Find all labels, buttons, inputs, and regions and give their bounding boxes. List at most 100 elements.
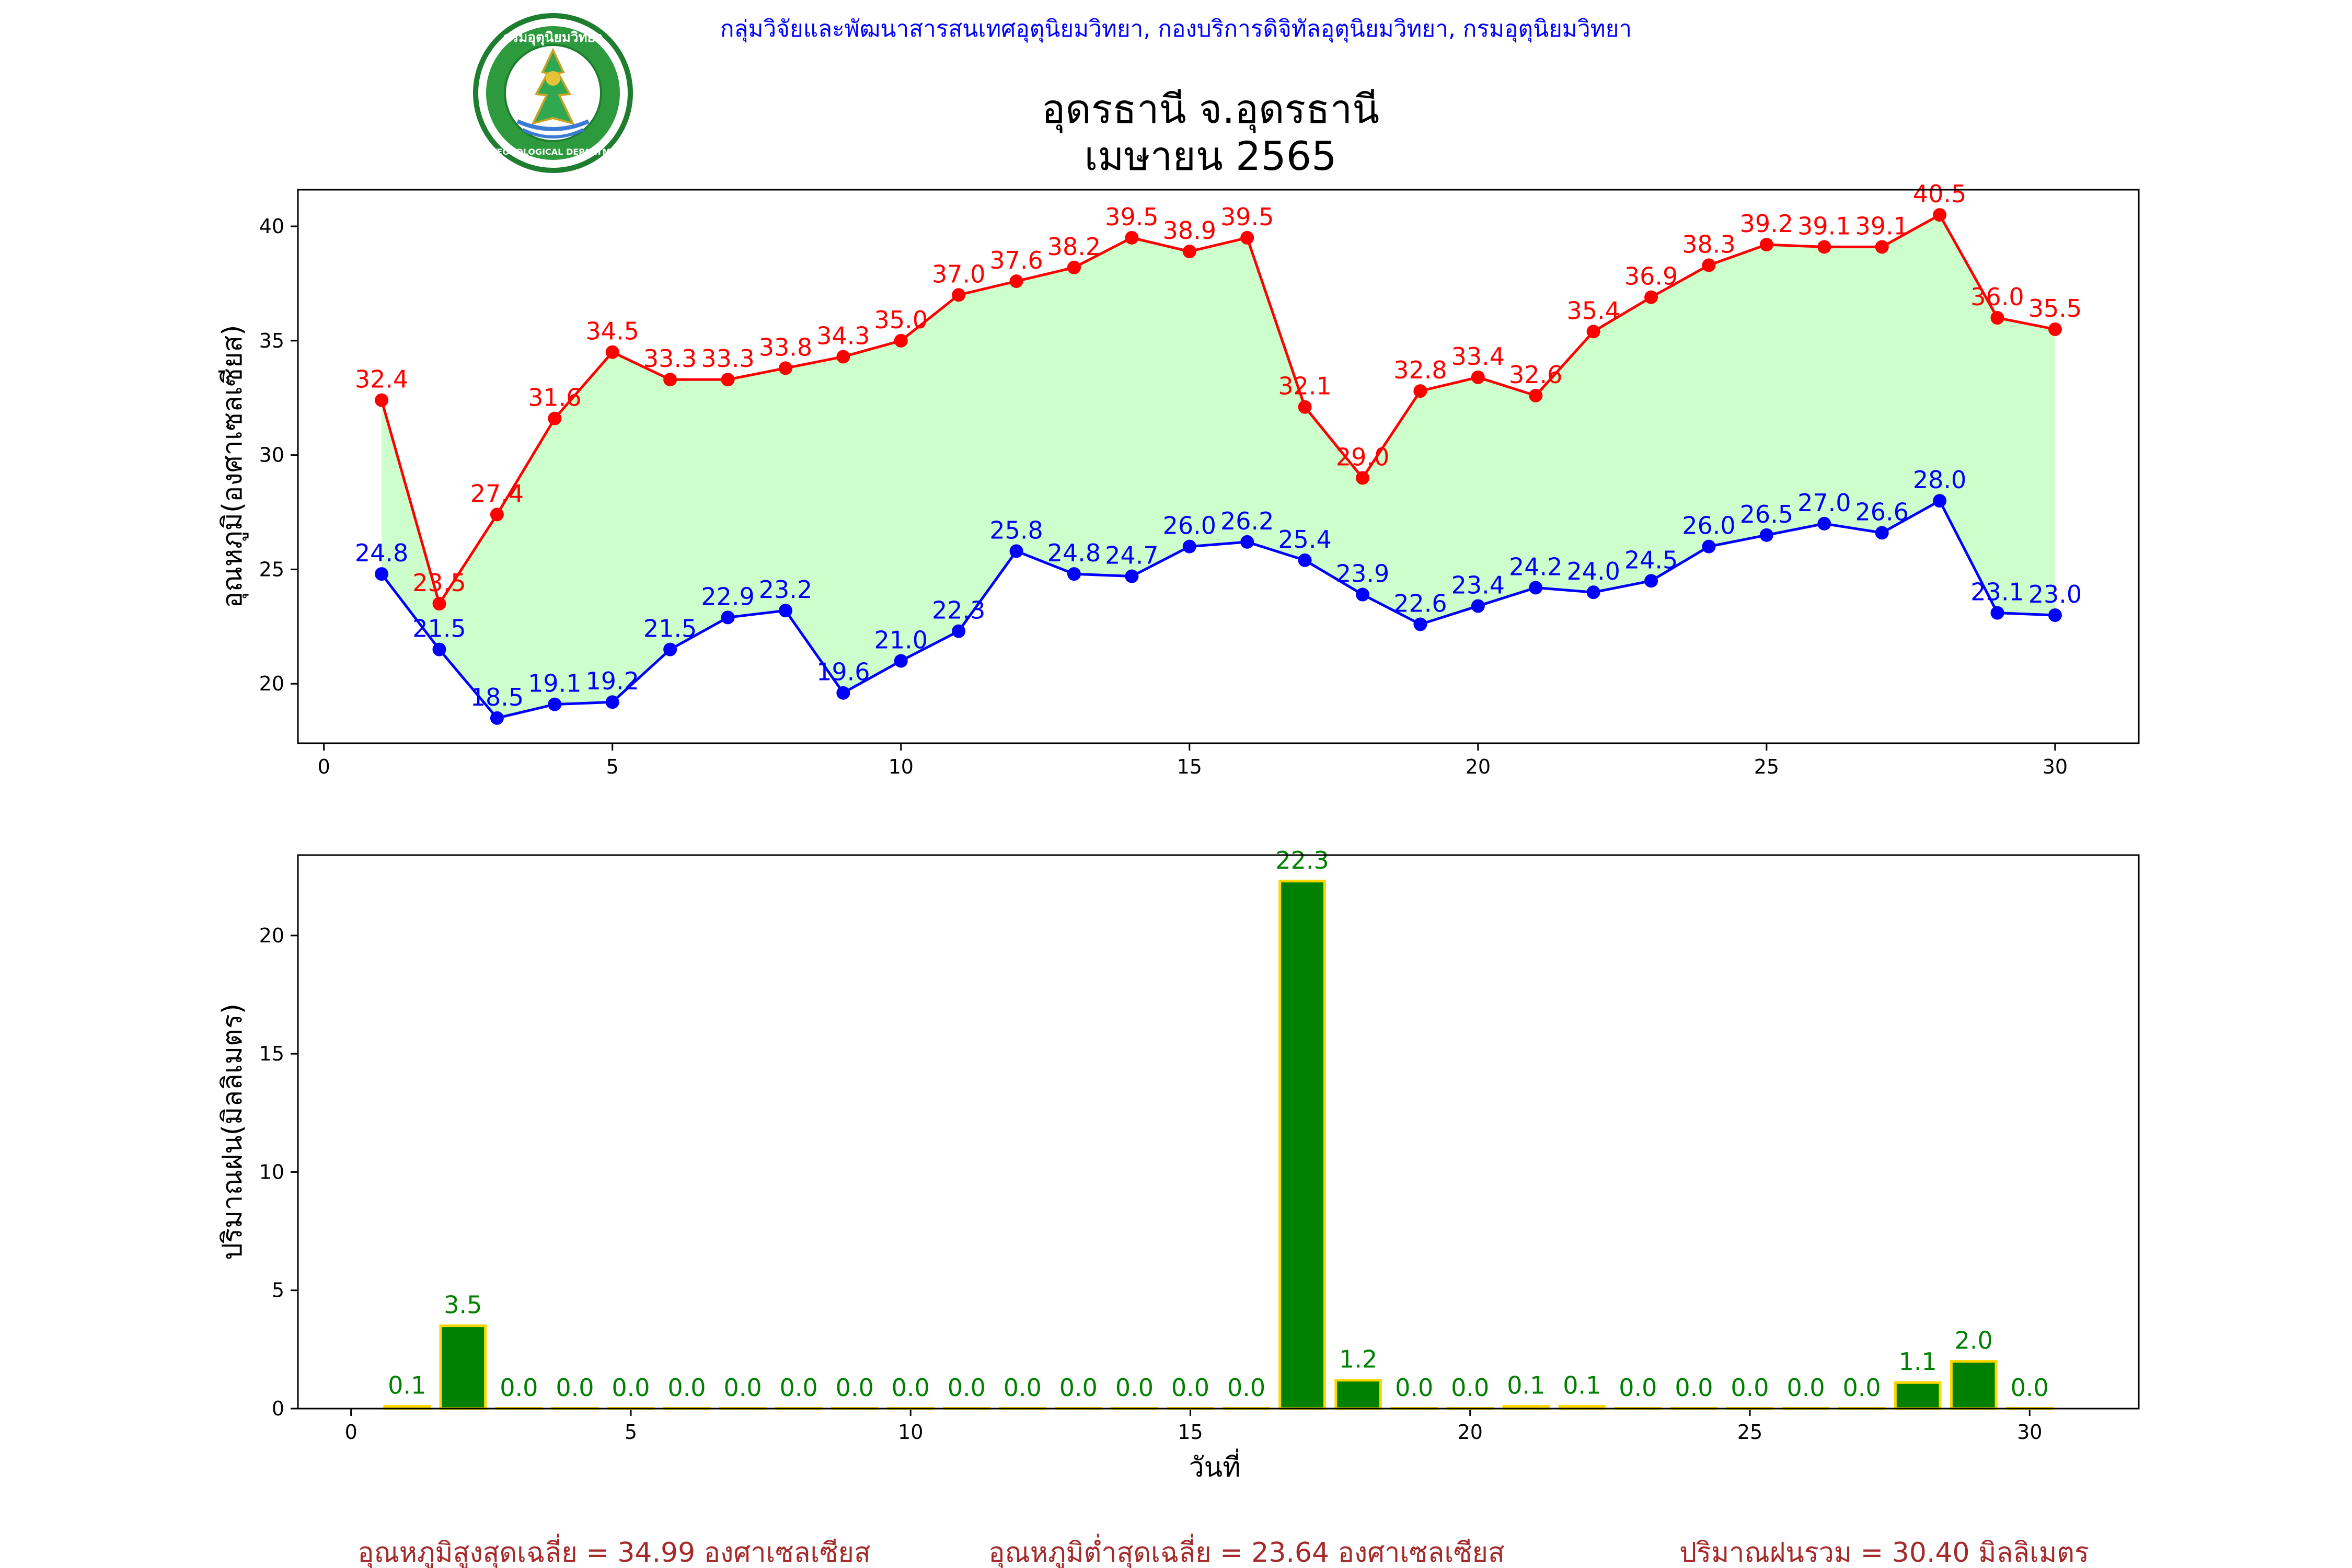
max-temp-point — [952, 288, 966, 302]
rain-axes-frame — [297, 854, 2140, 1410]
max-temp-point — [1702, 258, 1716, 272]
min-temp-point — [1529, 581, 1543, 595]
rain-bar-label: 0.0 — [723, 1374, 762, 1402]
min-temp-line — [381, 499, 2056, 720]
max-temp-point — [1125, 230, 1139, 245]
min-temp-point — [1125, 569, 1139, 583]
rain-bar — [1950, 1359, 1998, 1410]
rain-bar-label: 0.0 — [500, 1374, 538, 1402]
rain-xtick-label: 30 — [2017, 1421, 2042, 1444]
min-temp-point — [1413, 617, 1427, 631]
rain-xtick-label: 20 — [1458, 1421, 1483, 1444]
max-temp-point — [1990, 311, 2004, 325]
logo-text-top: กรมอุตุนิยมวิทยา — [503, 30, 603, 46]
rain-bar-label: 0.0 — [892, 1374, 930, 1402]
max-temp-label: 35.4 — [1566, 296, 1620, 325]
min-temp-label: 26.0 — [1682, 512, 1735, 540]
rain-bar-label: 0.0 — [836, 1374, 874, 1402]
min-temp-label: 25.8 — [989, 516, 1043, 544]
min-temp-point — [1240, 535, 1254, 549]
min-temp-label: 23.9 — [1336, 560, 1389, 588]
max-temp-label: 39.1 — [1797, 212, 1851, 240]
max-temp-label: 37.0 — [932, 260, 985, 288]
min-temp-point — [1067, 567, 1081, 581]
min-temp-label: 26.5 — [1740, 500, 1793, 528]
rain-bar-label: 0.0 — [948, 1374, 986, 1402]
max-temp-point — [1586, 325, 1600, 339]
max-temp-label: 32.4 — [355, 365, 408, 394]
min-temp-point — [1471, 599, 1485, 613]
min-temp-point — [375, 567, 389, 581]
max-temp-point — [548, 411, 562, 425]
max-temp-label: 38.9 — [1163, 216, 1216, 245]
rain-xtick-label: 10 — [898, 1421, 923, 1444]
rain-bar-label: 0.0 — [612, 1374, 650, 1402]
rain-x-axis-label: วันที่ — [1189, 1448, 1240, 1483]
rain-bar-label: 0.0 — [1171, 1374, 1209, 1402]
min-temp-label: 19.6 — [816, 658, 870, 686]
max-temp-point — [1009, 274, 1023, 289]
min-temp-label: 26.6 — [1855, 498, 1908, 526]
temp-xtick-label: 25 — [1754, 755, 1779, 778]
max-temp-label: 36.0 — [1970, 283, 2024, 311]
max-temp-point — [1240, 230, 1254, 245]
max-temp-label: 33.8 — [759, 333, 812, 361]
rain-bar-label: 22.3 — [1275, 846, 1329, 874]
rain-ytick-label: 5 — [272, 1279, 284, 1302]
summary-avg-max: อุณหภูมิสูงสุดเฉลี่ย = 34.99 องศาเซลเซีย… — [358, 1534, 871, 1568]
min-temp-label: 24.2 — [1509, 552, 1562, 581]
max-temp-label: 34.3 — [816, 321, 870, 350]
max-temp-label: 38.3 — [1682, 230, 1735, 258]
chart-title-line1: อุดรธานี จ.อุดรธานี — [1042, 86, 1380, 133]
max-temp-label: 36.9 — [1624, 262, 1678, 291]
min-temp-point — [1933, 494, 1947, 508]
max-temp-point — [490, 508, 504, 522]
temp-ytick-label: 25 — [259, 558, 284, 581]
temp-y-axis-label: อุณหภูมิ(องศาเซลเซียส) — [217, 325, 249, 608]
min-temp-label: 22.3 — [932, 596, 985, 625]
temp-xtick-label: 15 — [1177, 755, 1202, 778]
max-temp-label: 35.0 — [874, 306, 928, 334]
max-temp-line — [380, 213, 2056, 607]
max-temp-point — [2048, 322, 2062, 336]
max-temp-label: 37.6 — [989, 246, 1043, 274]
min-temp-point — [490, 711, 504, 725]
rain-bar-label: 0.0 — [1227, 1374, 1265, 1402]
temp-xtick-label: 10 — [889, 755, 914, 778]
min-temp-label: 19.1 — [528, 670, 581, 698]
min-temp-point — [778, 604, 792, 618]
max-temp-point — [1529, 388, 1543, 402]
temp-range-fill — [382, 215, 2055, 718]
rain-xtick-label: 25 — [1737, 1421, 1762, 1444]
max-temp-point — [1644, 290, 1658, 304]
temp-ytick-label: 30 — [259, 444, 284, 467]
max-temp-label: 32.1 — [1278, 372, 1331, 400]
rain-xtick-label: 5 — [625, 1421, 637, 1444]
summary-total-rain: ปริมาณฝนรวม = 30.40 มิลลิเมตร — [1679, 1537, 2089, 1568]
max-temp-point — [1875, 240, 1889, 254]
min-temp-label: 23.4 — [1451, 571, 1505, 599]
min-temp-label: 25.4 — [1278, 525, 1331, 554]
min-temp-label: 24.7 — [1105, 541, 1158, 570]
rain-y-axis-label: ปริมาณฝน(มิลลิเมตร) — [217, 1004, 248, 1260]
rain-ytick-label: 0 — [272, 1397, 284, 1420]
min-temp-label: 19.2 — [586, 667, 639, 695]
min-temp-label: 28.0 — [1913, 466, 1966, 494]
min-temp-point — [605, 695, 619, 709]
rain-bar-label: 0.0 — [1731, 1374, 1769, 1402]
temp-ytick-label: 40 — [259, 215, 284, 238]
rain-bar-label: 0.0 — [2011, 1374, 2049, 1402]
rain-bar-label: 0.0 — [780, 1374, 818, 1402]
min-temp-label: 24.0 — [1566, 557, 1620, 585]
rain-bar-label: 0.0 — [1004, 1374, 1042, 1402]
max-temp-point — [605, 345, 619, 359]
min-temp-point — [1298, 553, 1312, 567]
temp-xtick-label: 0 — [318, 755, 330, 778]
min-temp-point — [1586, 585, 1600, 599]
min-temp-label: 22.9 — [701, 582, 754, 610]
temp-xtick-label: 30 — [2043, 755, 2068, 778]
min-temp-point — [432, 642, 446, 656]
max-temp-point — [1413, 384, 1427, 398]
min-temp-point — [2048, 608, 2062, 622]
